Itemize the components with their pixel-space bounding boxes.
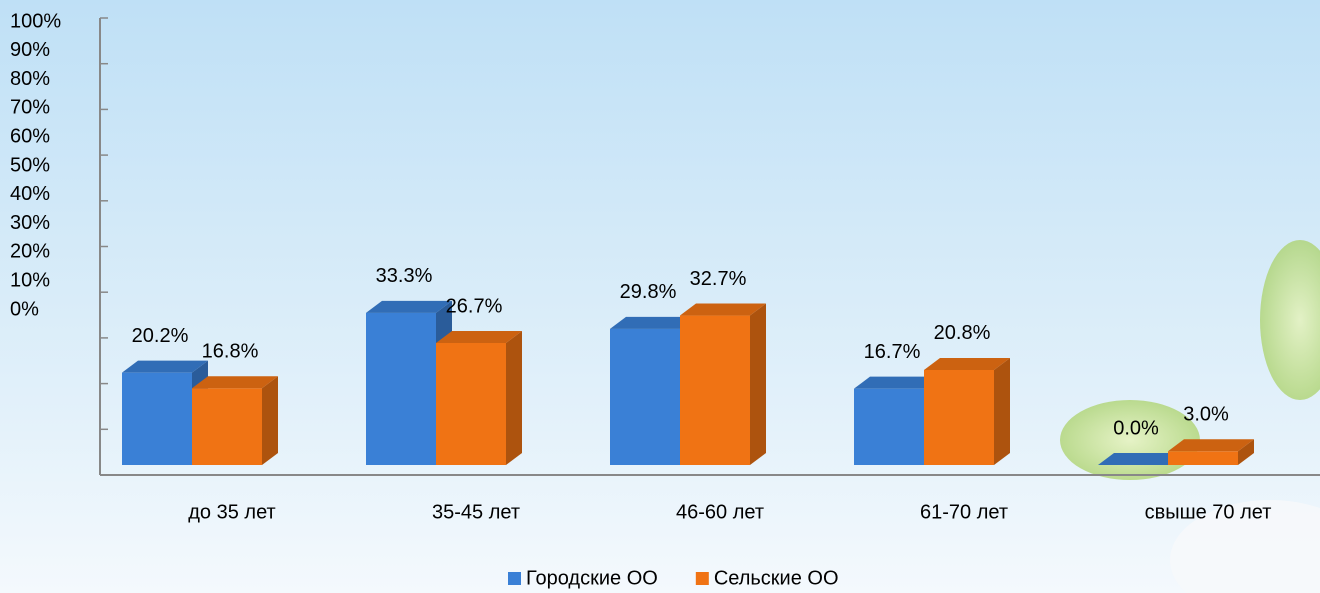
y-tick-label: 100% [10,10,61,32]
bar [610,328,680,465]
legend-swatch [508,572,521,585]
decor-leaf [1060,400,1200,480]
x-tick-label: свыше 70 лет [1145,501,1272,523]
legend: Городские ОО Сельские ОО [508,567,839,589]
value-label: 33.3% [376,265,433,287]
bar-top [854,376,940,389]
y-tick-label: 60% [10,125,50,147]
y-tick-label: 0% [10,298,39,320]
value-label: 20.2% [132,325,189,347]
bar-side [750,303,766,465]
legend-swatch [695,572,709,585]
bar-top [610,316,696,329]
bar-top [366,300,452,313]
y-tick-label: 30% [10,212,50,234]
bar-top [122,360,208,373]
y-tick-label: 10% [10,269,50,291]
value-label: 20.8% [934,322,991,344]
y-tick-label: 40% [10,183,50,205]
value-label: 16.7% [864,341,921,363]
y-tick-label: 70% [10,97,50,119]
bar-top [680,303,766,316]
x-tick-label: 46-60 лет [676,501,764,523]
legend-label: Городские ОО [526,567,658,589]
bar [924,369,994,465]
bar [436,342,506,465]
bar-top [436,330,522,343]
bar-top [192,376,278,389]
bar [366,312,436,465]
x-tick-label: 61-70 лет [920,501,1008,523]
bar-side [506,330,522,465]
y-tick-label: 20% [10,241,50,263]
value-label: 16.8% [202,341,259,363]
bar [854,388,924,465]
value-label: 3.0% [1183,404,1229,426]
value-label: 29.8% [620,281,677,303]
decor-cloud [1170,500,1320,593]
bar-side [262,376,278,465]
bar-top [924,357,1010,370]
decor-leaf [1260,240,1320,400]
bar-top [1168,439,1254,452]
x-tick-label: до 35 лет [188,501,275,523]
value-label: 26.7% [446,295,503,317]
value-label: 0.0% [1113,417,1159,439]
y-tick-label: 80% [10,68,50,90]
x-tick-label: 35-45 лет [432,501,520,523]
value-label: 32.7% [690,268,747,290]
bar [192,388,262,465]
bar [122,372,192,465]
bar-side [994,357,1010,465]
y-tick-label: 90% [10,39,50,61]
y-tick-label: 50% [10,154,50,176]
bar-side [1238,439,1254,465]
bar [680,315,750,465]
bar-top [1098,453,1184,465]
legend-label: Сельские ОО [714,567,839,589]
bar [1168,451,1238,465]
